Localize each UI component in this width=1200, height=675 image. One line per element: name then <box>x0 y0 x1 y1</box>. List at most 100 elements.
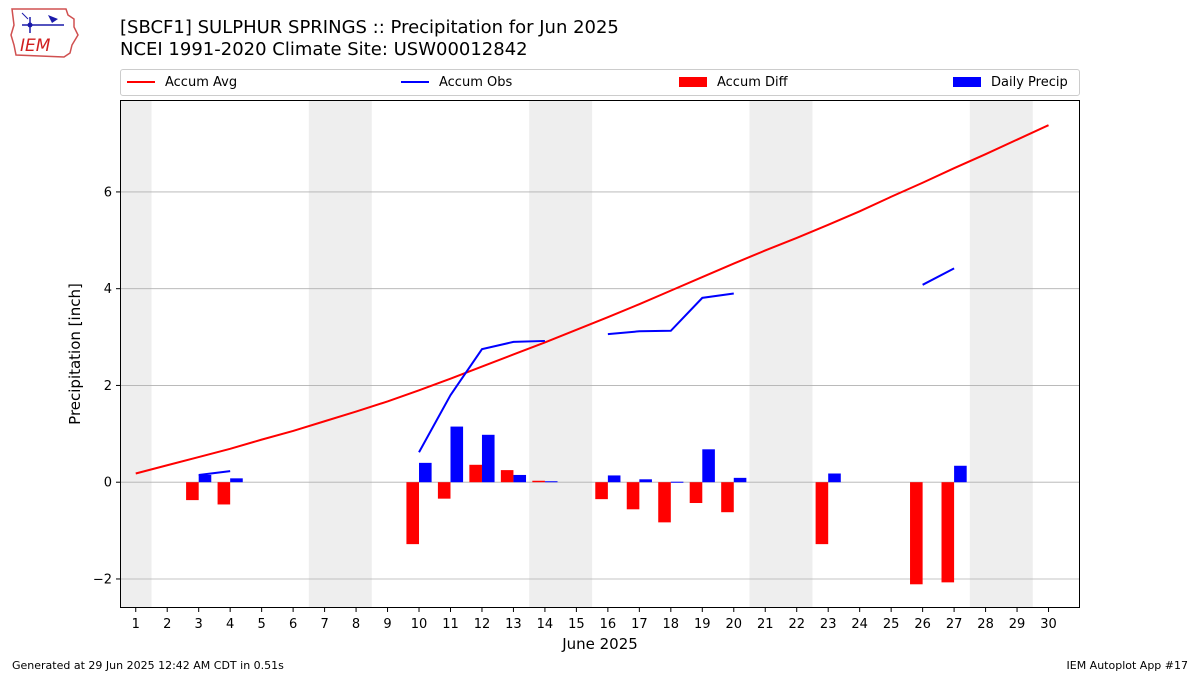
x-tick-label-1: 1 <box>132 617 140 632</box>
x-tick-label-10: 10 <box>411 617 428 632</box>
accum-obs-line-segment-2 <box>418 339 545 453</box>
x-tick-label-15: 15 <box>568 617 585 632</box>
x-tick-label-28: 28 <box>977 617 994 632</box>
y-tick-label-0: −2 <box>93 572 112 587</box>
daily-precip-bar-11 <box>450 426 464 483</box>
y-tick-label-3: 4 <box>104 282 112 297</box>
x-tick-label-21: 21 <box>757 617 774 632</box>
iem-logo: IEM <box>8 5 80 59</box>
x-tick-label-6: 6 <box>289 617 297 632</box>
x-tick-label-12: 12 <box>474 617 491 632</box>
y-gridlines <box>120 191 1080 580</box>
x-tick-label-18: 18 <box>663 617 680 632</box>
y-tick-label-2: 2 <box>104 379 112 394</box>
accum-obs-line-segment-1 <box>198 470 231 476</box>
accum-diff-bar-20 <box>721 482 734 513</box>
daily-precip-bar-12 <box>481 434 495 483</box>
legend-label-accum-avg: Accum Avg <box>165 74 238 90</box>
accum-diff-bar-23 <box>815 482 829 545</box>
x-tick-label-29: 29 <box>1009 617 1026 632</box>
daily-precip-bar-19 <box>702 449 715 483</box>
x-tick-label-16: 16 <box>600 617 617 632</box>
accum-obs-line-segment-3 <box>607 292 734 336</box>
legend-swatch-accum-obs <box>401 81 429 83</box>
daily-precip-bar-18 <box>670 481 684 483</box>
logo-text: IEM <box>20 36 51 56</box>
x-tick-label-30: 30 <box>1040 617 1057 632</box>
x-tick-label-23: 23 <box>820 617 837 632</box>
x-tick-label-13: 13 <box>505 617 522 632</box>
accum-diff-bar-14 <box>532 480 545 483</box>
accum-diff-bar-13 <box>500 470 514 483</box>
accum-diff-bar-12 <box>469 464 482 483</box>
accum-diff-bar-16 <box>595 482 608 500</box>
legend-item-daily-precip: Daily Precip <box>953 73 1068 91</box>
x-tick-label-3: 3 <box>195 617 203 632</box>
weekend-band-1 <box>120 100 152 608</box>
x-tick-label-11: 11 <box>442 617 459 632</box>
legend-item-accum-avg: Accum Avg <box>127 73 237 91</box>
accum-diff-bar-18 <box>658 482 671 523</box>
plot-frame <box>120 100 1080 608</box>
weekend-band-3 <box>529 100 593 608</box>
daily-precip-bar-3 <box>198 474 212 483</box>
x-axis-ticks: 1 2 3 4 5 6 7 8 9 10 11 12 13 14 15 16 17 18 19 20 21 22 23 24 2… <box>132 608 1057 632</box>
daily-precip-bar-27 <box>954 465 967 483</box>
daily-precip-bar-16 <box>607 475 621 483</box>
accum-diff-bar-17 <box>626 482 640 510</box>
x-tick-label-19: 19 <box>694 617 711 632</box>
x-tick-label-4: 4 <box>226 617 234 632</box>
y-axis-ticks: −2 0 2 4 6 <box>93 185 120 587</box>
y-axis-label: Precipitation [inch] <box>66 283 84 425</box>
x-tick-label-14: 14 <box>537 617 554 632</box>
legend-swatch-accum-diff <box>679 77 707 87</box>
accum-diff-bar-19 <box>689 482 703 504</box>
legend-swatch-daily-precip <box>953 77 981 87</box>
bars <box>186 426 967 585</box>
daily-precip-bar-20 <box>733 477 747 483</box>
x-tick-label-26: 26 <box>914 617 931 632</box>
x-tick-label-9: 9 <box>383 617 391 632</box>
x-tick-label-24: 24 <box>851 617 868 632</box>
legend-item-accum-diff: Accum Diff <box>679 73 788 91</box>
legend-label-accum-diff: Accum Diff <box>717 74 788 90</box>
accum-obs-line-segment-4 <box>922 267 955 286</box>
footer-app: IEM Autoplot App #17 <box>1066 659 1189 672</box>
accum-diff-bar-3 <box>186 482 199 501</box>
chart-legend: Accum Avg Accum Obs Accum Diff Daily Pre… <box>120 69 1080 96</box>
daily-precip-bar-4 <box>230 478 243 483</box>
chart-title: [SBCF1] SULPHUR SPRINGS :: Precipitation… <box>120 17 619 38</box>
x-tick-label-22: 22 <box>788 617 805 632</box>
legend-item-accum-obs: Accum Obs <box>401 73 512 91</box>
legend-swatch-accum-avg <box>127 81 155 83</box>
accum-diff-bar-4 <box>217 482 231 505</box>
x-axis-label: June 2025 <box>561 635 638 653</box>
x-tick-label-17: 17 <box>631 617 648 632</box>
y-tick-label-4: 6 <box>104 185 112 200</box>
weekend-shading <box>120 100 1033 608</box>
daily-precip-bar-14 <box>544 481 558 483</box>
x-tick-label-27: 27 <box>946 617 963 632</box>
lines <box>135 124 1049 476</box>
chart-subtitle: NCEI 1991-2020 Climate Site: USW00012842 <box>120 39 528 60</box>
x-tick-label-5: 5 <box>257 617 265 632</box>
accum-diff-bar-10 <box>406 482 420 545</box>
daily-precip-bar-23 <box>828 473 841 483</box>
legend-label-daily-precip: Daily Precip <box>991 74 1068 90</box>
x-tick-label-20: 20 <box>725 617 742 632</box>
footer-generated: Generated at 29 Jun 2025 12:42 AM CDT in… <box>12 659 284 672</box>
legend-label-accum-obs: Accum Obs <box>439 74 513 90</box>
accum-diff-bar-11 <box>437 482 451 499</box>
daily-precip-bar-17 <box>639 479 652 483</box>
x-tick-label-2: 2 <box>163 617 171 632</box>
accum-diff-bar-27 <box>941 482 955 583</box>
x-tick-label-25: 25 <box>883 617 900 632</box>
y-tick-label-1: 0 <box>104 476 112 491</box>
x-tick-label-8: 8 <box>352 617 360 632</box>
daily-precip-bar-10 <box>419 462 432 483</box>
daily-precip-bar-13 <box>513 474 527 483</box>
weekend-band-5 <box>969 100 1033 608</box>
weekend-band-2 <box>308 100 372 608</box>
accum-avg-line <box>135 124 1049 475</box>
